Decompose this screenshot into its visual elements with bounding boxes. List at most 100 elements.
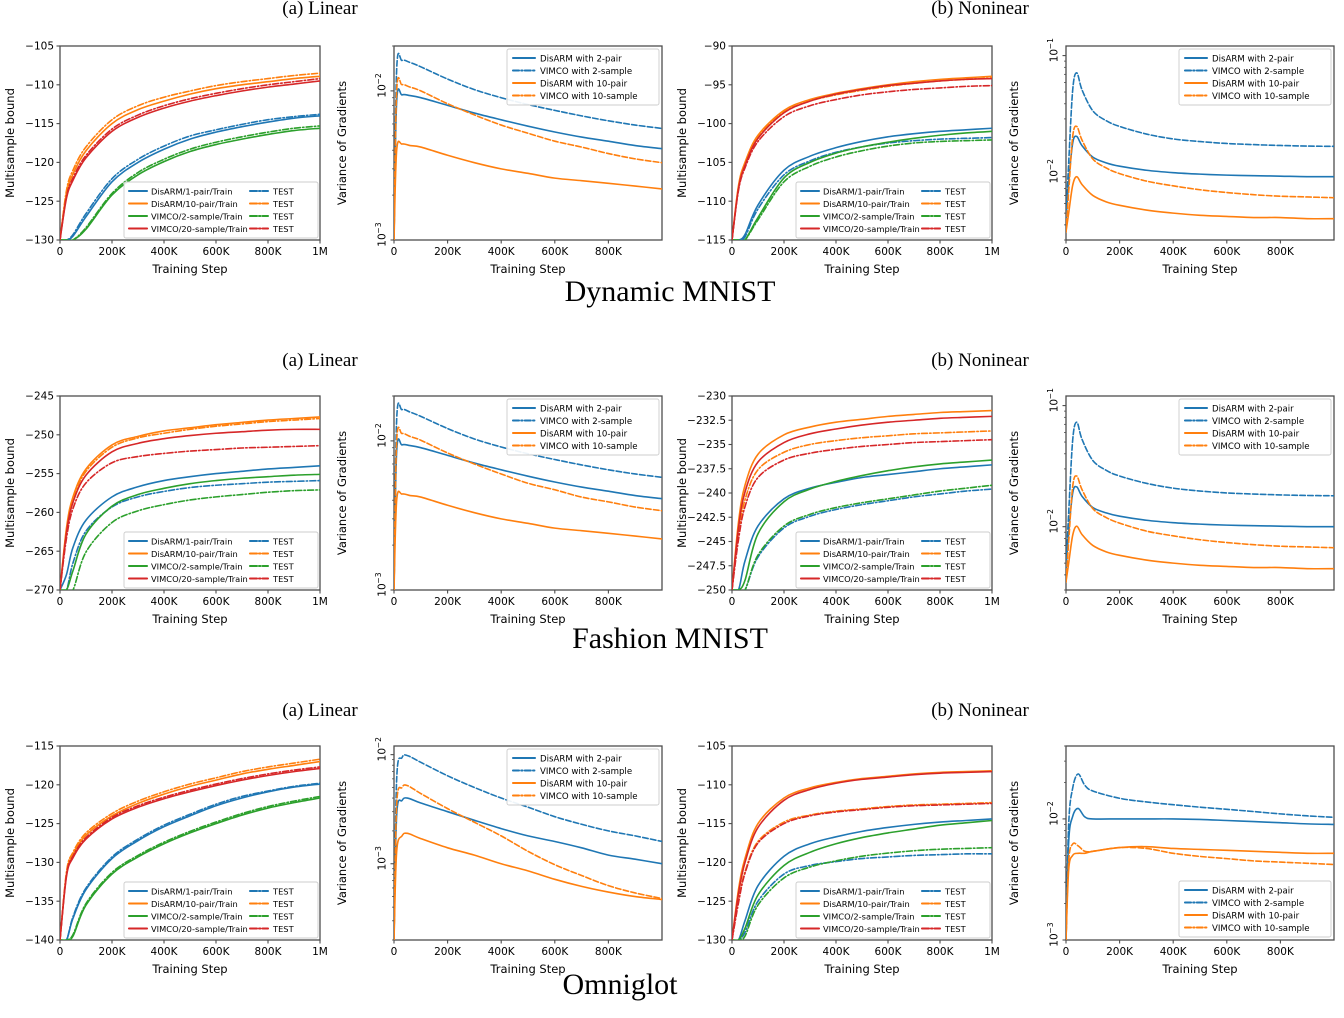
x-tick-label: 400K	[488, 596, 516, 608]
x-tick-label: 600K	[1213, 246, 1241, 258]
series-line	[394, 88, 662, 240]
legend-label: DisARM with 10-pair	[1212, 79, 1300, 89]
legend-label: DisARM with 10-pair	[540, 779, 628, 789]
x-tick-label: 400K	[1160, 246, 1188, 258]
y-axis-label: Variance of Gradients	[1007, 81, 1021, 205]
panel-dmnist-linear-var: 10 −3 10 −2 0 200K 400K 600K 800K Training Step Va…	[332, 32, 672, 302]
y-tick-label-base: 10	[377, 748, 389, 761]
dataset-label-dynamic-mnist: Dynamic MNIST	[564, 275, 776, 308]
series-line	[1066, 125, 1334, 233]
legend-label-train: DisARM/10-pair/Train	[151, 199, 238, 209]
y-tick-label: −115	[697, 235, 726, 247]
chart-legend: DisARM with 2-pair VIMCO with 2-sample Dis…	[1178, 880, 1332, 938]
y-tick-label: −237.5	[687, 463, 726, 475]
legend-label: VIMCO with 10-sample	[540, 442, 638, 452]
series-line	[1066, 175, 1334, 233]
panel-dmnist-nonlinear-bound: −115 −110 −105 −100 −95 −90 0 200K 400K 600K 800K 1…	[672, 32, 1004, 302]
legend-label-test: TEST	[272, 924, 295, 934]
panel-omniglot-linear-var: 10 −3 10 −2 0 200K 400K 600K 800K Training Step Va…	[332, 732, 672, 1002]
legend-label: DisARM with 10-pair	[540, 429, 628, 439]
x-tick-label: 800K	[1267, 246, 1295, 258]
y-tick-label-exponent: −2	[374, 73, 383, 84]
y-tick-label-exponent: −2	[1046, 159, 1055, 170]
x-tick-label: 200K	[1106, 946, 1134, 958]
y-tick-label-base: 10	[1049, 170, 1061, 183]
y-tick-label-exponent: −2	[374, 737, 383, 748]
legend-label-test: TEST	[272, 536, 295, 546]
panel-dmnist-linear-bound: −130 −125 −120 −115 −110 −105 0 200K 400K 600K 800…	[0, 32, 332, 302]
x-tick-label: 200K	[434, 946, 462, 958]
legend-label-train: DisARM/1-pair/Train	[151, 536, 232, 546]
y-tick-label: −125	[25, 818, 54, 830]
y-tick-label: −110	[697, 779, 726, 791]
x-tick-label: 0	[729, 596, 736, 608]
legend-label-test: TEST	[944, 924, 967, 934]
y-tick-label: −125	[25, 196, 54, 208]
panel-omniglot-linear-bound: −140 −135 −130 −125 −120 −115 0 200K 400K 600K 800…	[0, 732, 332, 1002]
x-tick-label: 0	[1063, 596, 1070, 608]
x-tick-label: 800K	[927, 246, 955, 258]
y-tick-label: −250	[697, 585, 726, 597]
legend-label: VIMCO with 10-sample	[540, 792, 638, 802]
legend-label-train: DisARM/1-pair/Train	[151, 886, 232, 896]
subcaption-row3-linear: (a) Linear	[282, 700, 358, 721]
y-tick-label: −235	[697, 439, 726, 451]
y-axis-label: Multisample bound	[3, 88, 17, 198]
series-line	[732, 488, 992, 590]
y-tick-label: −270	[25, 585, 54, 597]
legend-label-test: TEST	[272, 574, 295, 584]
x-tick-label: 0	[391, 246, 398, 258]
y-tick-label: −115	[697, 818, 726, 830]
x-tick-label: 400K	[823, 596, 851, 608]
series-line	[60, 113, 320, 240]
legend-label-test: TEST	[272, 186, 295, 196]
x-tick-label: 1M	[984, 596, 1000, 608]
y-tick-label: −140	[25, 935, 54, 947]
y-tick-label-exponent: −2	[374, 423, 383, 434]
x-tick-label: 0	[57, 246, 64, 258]
x-tick-label: 800K	[1267, 946, 1295, 958]
y-axis-label: Multisample bound	[3, 438, 17, 548]
y-tick-label: −242.5	[687, 512, 726, 524]
legend-label-train: DisARM/10-pair/Train	[823, 199, 910, 209]
legend-label: VIMCO with 10-sample	[1212, 92, 1310, 102]
y-tick-label: −232.5	[687, 415, 726, 427]
legend-label: DisARM with 2-pair	[1212, 54, 1294, 64]
y-tick-label: −255	[25, 468, 54, 480]
series-line	[60, 428, 320, 590]
dataset-label-fashion-mnist: Fashion MNIST	[572, 622, 768, 655]
legend-label: VIMCO with 2-sample	[540, 67, 632, 77]
y-tick-label-exponent: −3	[374, 572, 383, 583]
x-tick-label: 600K	[203, 596, 231, 608]
legend-label: DisARM with 10-pair	[1212, 911, 1300, 921]
y-tick-label: −115	[25, 118, 54, 130]
x-axis-label: Training Step	[823, 262, 899, 276]
series-line	[1066, 485, 1334, 570]
panel-omniglot-nonlinear-var: 10 −3 10 −2 0 200K 400K 600K 800K Training Step Va…	[1004, 732, 1344, 1002]
x-tick-label: 600K	[541, 946, 569, 958]
x-tick-label: 0	[729, 946, 736, 958]
y-tick-label: −260	[25, 507, 54, 519]
legend-label-test: TEST	[272, 211, 295, 221]
y-axis-label: Multisample bound	[675, 788, 689, 898]
legend-label: VIMCO with 2-sample	[540, 417, 632, 427]
y-tick-label-base: 10	[1049, 49, 1061, 62]
y-tick-label: −230	[697, 391, 726, 403]
legend-label-train: VIMCO/2-sample/Train	[823, 911, 915, 921]
legend-label-train: DisARM/10-pair/Train	[151, 899, 238, 909]
series-line	[394, 140, 662, 240]
series-line	[732, 802, 992, 940]
series-line	[60, 115, 320, 240]
legend-label-test: TEST	[272, 911, 295, 921]
series-line	[732, 409, 992, 590]
y-tick-label: −105	[697, 741, 726, 753]
y-tick-label: −130	[25, 235, 54, 247]
y-axis-label: Variance of Gradients	[1007, 431, 1021, 555]
x-axis-label: Training Step	[823, 612, 899, 626]
chart-legend: DisARM/1-pair/Train TEST DisARM/10-pair/Tr…	[123, 181, 319, 239]
y-tick-label-base: 10	[1049, 399, 1061, 412]
series-line	[732, 415, 992, 590]
y-axis-label: Variance of Gradients	[335, 781, 349, 905]
legend-label-train: VIMCO/20-sample/Train	[151, 574, 248, 584]
series-line	[732, 819, 992, 940]
